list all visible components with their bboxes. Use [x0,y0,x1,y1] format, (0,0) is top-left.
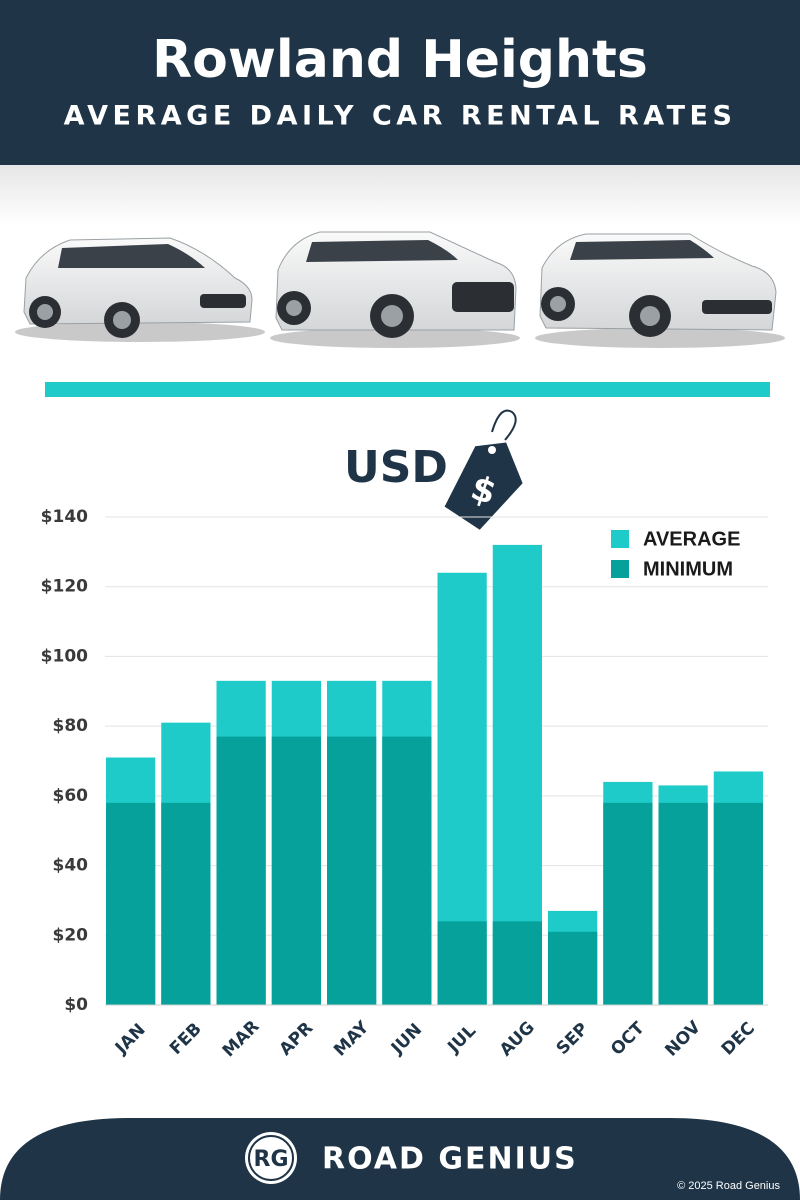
y-tick-label: $20 [53,925,89,945]
x-tick-label: JUN [387,1020,426,1059]
x-tick-label: MAY [330,1017,373,1060]
bar-minimum [382,736,432,1005]
x-tick-label: MAR [219,1017,264,1062]
bar-minimum [161,802,211,1005]
car-crossover [535,233,785,348]
currency-label: USD [344,442,448,493]
y-tick-label: $0 [64,995,88,1015]
legend-swatch [611,560,629,578]
bar-minimum [271,736,321,1005]
y-tick-label: $60 [53,786,89,806]
y-tick-label: $80 [53,716,89,736]
logo-text: RG [254,1147,289,1172]
x-tick-label: OCT [607,1018,649,1060]
x-tick-label: SEP [553,1019,593,1059]
footer-band [0,1118,800,1200]
car-suv [270,231,520,348]
divider [45,382,770,397]
x-tick-label: DEC [718,1018,759,1059]
legend-label: MINIMUM [643,558,733,580]
legend-label: AVERAGE [643,528,740,550]
price-tag: $ [444,409,523,530]
x-tick-label: JAN [111,1020,150,1059]
bar-minimum [658,802,708,1005]
legend-swatch [611,530,629,548]
title: Rowland Heights [152,30,648,90]
chart: $0 $20 $40 $60 $80 $100 $120 $140 JAN FEB MAR APR MA… [41,507,768,1061]
logo-ring [248,1135,294,1181]
x-tick-label: FEB [166,1019,206,1059]
bar-minimum [492,921,542,1005]
subtitle: AVERAGE DAILY CAR RENTAL RATES [64,101,737,132]
logo-badge [245,1132,297,1184]
y-tick-label: $140 [41,507,88,527]
bar-minimum [603,802,653,1005]
y-tick-label: $100 [41,646,88,666]
x-tick-label: APR [276,1018,318,1060]
car-hatchback [15,237,265,342]
bar-minimum [216,736,266,1005]
x-tick-label: NOV [661,1017,705,1061]
bar-minimum [713,802,763,1005]
x-tick-label: JUL [443,1021,480,1058]
bar-minimum [548,931,598,1005]
brand-name: ROAD GENIUS [322,1142,578,1177]
bar-minimum [106,802,156,1005]
bar-minimum [327,736,377,1005]
bar-minimum [437,921,487,1005]
y-tick-label: $120 [41,577,88,597]
x-tick-label: AUG [496,1018,539,1061]
header-band [0,0,800,165]
copyright: © 2025 Road Genius [677,1180,780,1192]
y-tick-label: $40 [53,856,89,876]
